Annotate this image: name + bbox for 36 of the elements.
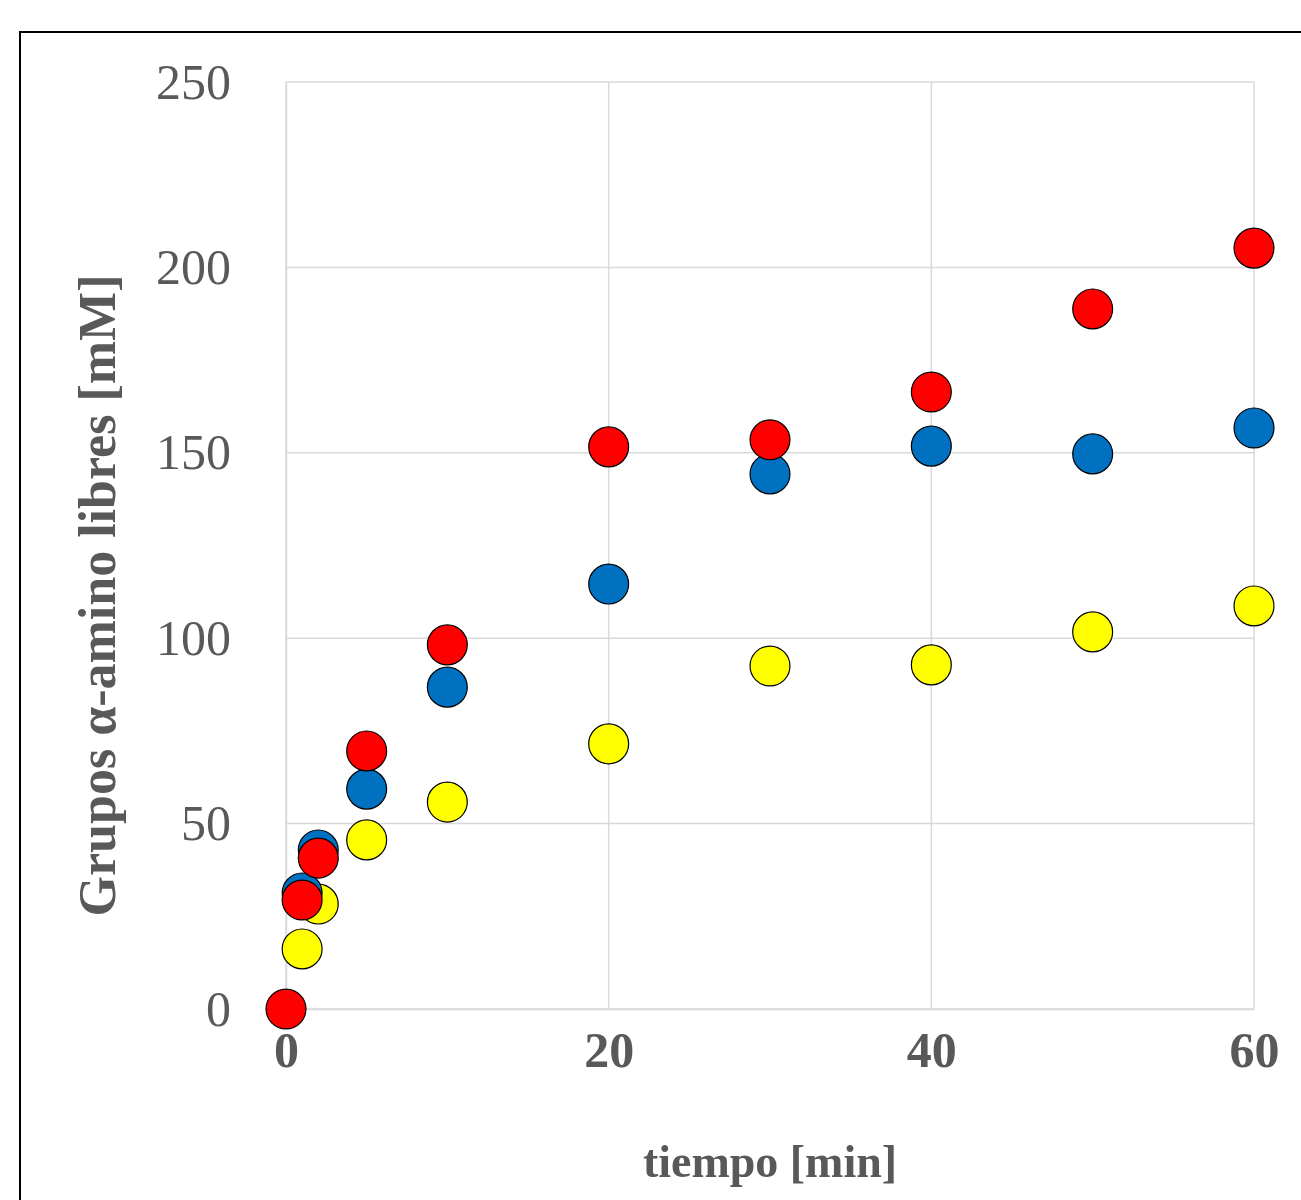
point [588, 563, 630, 605]
point [749, 645, 791, 687]
point [426, 781, 468, 823]
x-tick-label: 40 [906, 1022, 957, 1078]
point [588, 426, 630, 468]
point [346, 730, 388, 772]
point [426, 624, 468, 666]
point [588, 723, 630, 765]
point [426, 666, 468, 708]
y-tick-label: 50 [181, 795, 231, 852]
y-tick-label: 100 [156, 609, 231, 666]
point [1072, 288, 1114, 330]
point [281, 928, 323, 970]
y-tick-label: 250 [156, 53, 231, 110]
point [281, 879, 323, 921]
point [1072, 433, 1114, 475]
point [910, 371, 952, 413]
x-axis-title: tiempo [min] [642, 1136, 898, 1187]
point [1233, 585, 1275, 627]
point [265, 988, 307, 1030]
y-axis-title: Grupos α-amino libres [mM] [69, 274, 126, 917]
x-tick-label: 60 [1229, 1022, 1280, 1078]
point [346, 768, 388, 810]
y-tick-label: 150 [156, 424, 231, 481]
point [346, 819, 388, 861]
point [1233, 407, 1275, 449]
y-tick-label: 200 [156, 238, 231, 295]
y-tick-label: 0 [206, 980, 231, 1037]
point [910, 644, 952, 686]
point [910, 425, 952, 467]
point [749, 419, 791, 461]
point [297, 837, 339, 879]
point [1072, 611, 1114, 653]
x-tick-label: 20 [584, 1022, 635, 1078]
x-tick-label: 0 [274, 1022, 299, 1078]
point [1233, 227, 1275, 269]
